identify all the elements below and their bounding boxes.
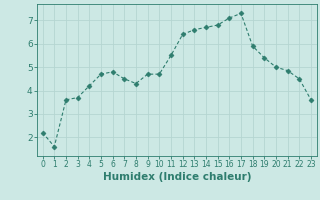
- X-axis label: Humidex (Indice chaleur): Humidex (Indice chaleur): [102, 172, 251, 182]
